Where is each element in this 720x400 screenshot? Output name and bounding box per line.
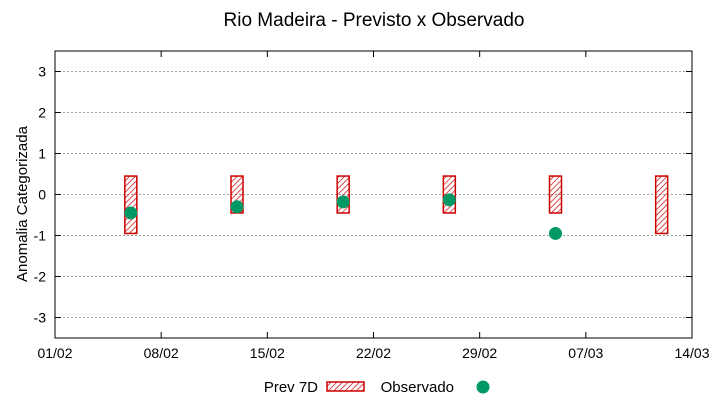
x-tick-label: 29/02 xyxy=(462,345,497,361)
y-tick-label: 3 xyxy=(38,64,46,80)
y-tick-label: 0 xyxy=(38,187,46,203)
y-tick-label: -2 xyxy=(34,269,47,285)
y-axis-title: Anomalia Categorizada xyxy=(14,125,31,282)
observado-point xyxy=(336,195,350,209)
legend-swatch-observado xyxy=(476,380,490,394)
prev7d-range-bar xyxy=(124,175,138,235)
observado-point xyxy=(442,193,456,207)
observado-point xyxy=(124,206,138,220)
x-tick-label: 22/02 xyxy=(356,345,391,361)
chart-title: Rio Madeira - Previsto x Observado xyxy=(224,10,525,31)
grid-layer xyxy=(55,71,692,318)
prev7d-range-bar xyxy=(548,175,563,214)
x-tick-label: 14/03 xyxy=(674,345,709,361)
x-tick-label: 15/02 xyxy=(250,345,285,361)
legend: Prev 7D Observado xyxy=(264,379,490,396)
x-tick-label: 07/03 xyxy=(568,345,603,361)
legend-swatch-prev7d xyxy=(326,381,365,392)
observado-point xyxy=(230,200,244,214)
series-layer xyxy=(124,175,669,240)
x-tick-label: 01/02 xyxy=(37,345,72,361)
y-tick-label: 2 xyxy=(38,105,46,121)
ticks-layer: -3 -2 -1 0 1 2 3 01/02 08/02 15/02 22/02 29/02 07/03… xyxy=(34,51,710,361)
prev7d-range-bar xyxy=(654,175,669,235)
x-tick-label: 08/02 xyxy=(144,345,179,361)
legend-label-observado: Observado xyxy=(381,379,454,396)
y-tick-label: -3 xyxy=(34,310,47,326)
y-tick-label: -1 xyxy=(34,228,47,244)
legend-label-prev7d: Prev 7D xyxy=(264,379,318,396)
observado-point xyxy=(549,226,562,240)
y-tick-label: 1 xyxy=(38,146,46,162)
